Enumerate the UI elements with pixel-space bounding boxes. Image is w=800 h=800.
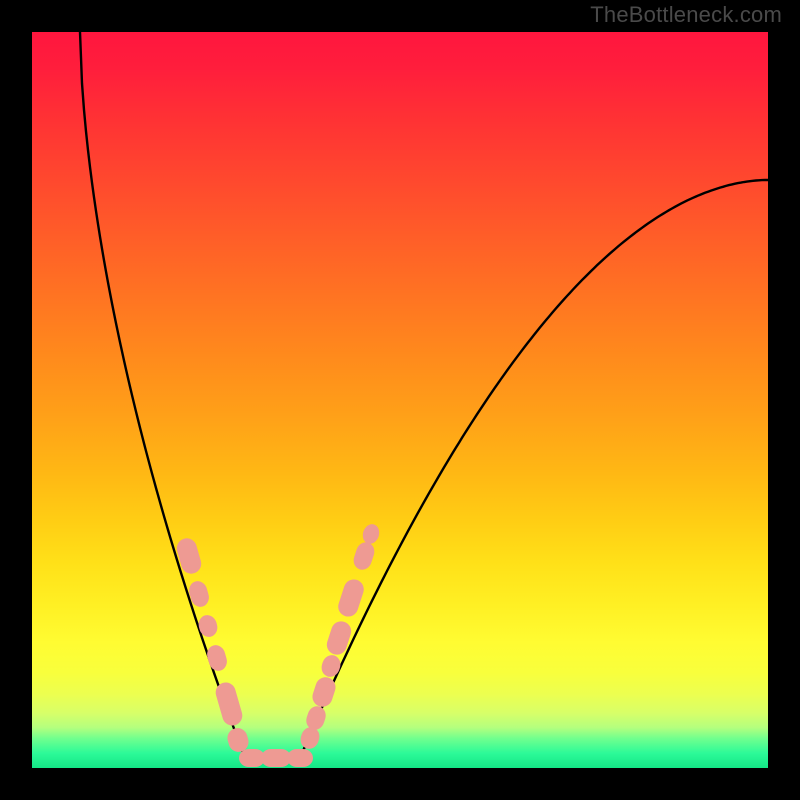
marker-pill bbox=[261, 749, 291, 767]
chart-stage: TheBottleneck.com bbox=[0, 0, 800, 800]
marker-pill bbox=[287, 749, 313, 767]
plot-background bbox=[32, 32, 768, 768]
chart-svg bbox=[0, 0, 800, 800]
watermark-text: TheBottleneck.com bbox=[590, 2, 782, 28]
